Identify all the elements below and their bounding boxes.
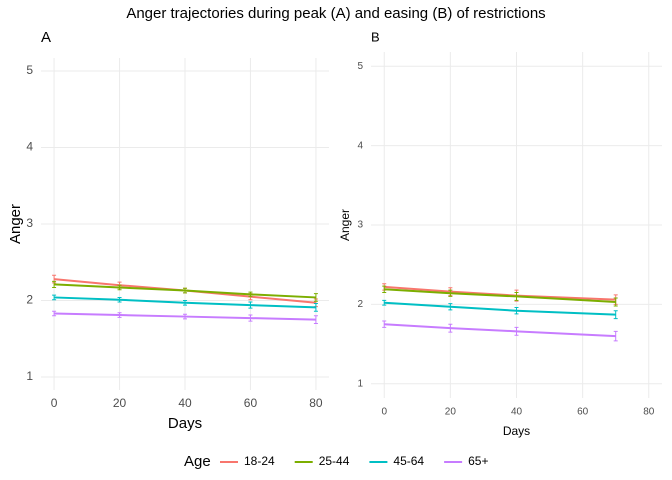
error-bar bbox=[448, 303, 453, 311]
error-bar bbox=[248, 291, 253, 298]
error-bar bbox=[382, 320, 387, 328]
error-bar bbox=[313, 293, 318, 302]
error-bar bbox=[613, 310, 618, 320]
error-bar bbox=[183, 299, 187, 306]
error-bar bbox=[52, 294, 57, 301]
line bbox=[384, 285, 616, 301]
legend-label: 18-24 bbox=[244, 454, 275, 468]
legend-label: 25-44 bbox=[319, 454, 350, 468]
y-tick-label: 1 bbox=[26, 369, 33, 383]
error-bar bbox=[183, 287, 187, 294]
line bbox=[384, 323, 616, 338]
panel-title: B bbox=[371, 29, 380, 44]
y-tick-label: 3 bbox=[357, 220, 363, 231]
error-bar bbox=[117, 284, 122, 291]
error-bar bbox=[313, 303, 318, 312]
error-bar bbox=[448, 323, 453, 333]
error-bar bbox=[613, 297, 618, 307]
error-bar bbox=[514, 326, 519, 336]
y-axis-title: Anger bbox=[7, 204, 24, 244]
line bbox=[384, 301, 616, 316]
error-bar bbox=[183, 313, 187, 320]
x-tick-label: 40 bbox=[511, 407, 523, 418]
x-tick-label: 0 bbox=[51, 396, 58, 410]
y-tick-label: 4 bbox=[26, 140, 33, 154]
x-tick-label: 80 bbox=[309, 396, 323, 410]
error-bar bbox=[613, 330, 618, 342]
y-tick-label: 5 bbox=[26, 63, 33, 77]
y-tick-label: 2 bbox=[26, 293, 33, 307]
x-tick-label: 80 bbox=[643, 407, 655, 418]
panel-title: A bbox=[41, 29, 51, 46]
error-bar bbox=[117, 312, 122, 318]
error-bar bbox=[514, 307, 519, 315]
legend-label: 45-64 bbox=[393, 454, 424, 468]
legend-title: Age bbox=[184, 453, 211, 470]
x-tick-label: 0 bbox=[381, 407, 387, 418]
error-bar bbox=[248, 314, 253, 322]
y-tick-label: 2 bbox=[357, 299, 363, 310]
legend-label: 65+ bbox=[468, 454, 488, 468]
x-tick-label: 40 bbox=[178, 396, 192, 410]
error-bar bbox=[52, 280, 57, 288]
y-tick-label: 5 bbox=[357, 61, 363, 72]
error-bar bbox=[514, 291, 519, 301]
figure-title: Anger trajectories during peak (A) and e… bbox=[126, 5, 545, 22]
x-tick-label: 60 bbox=[577, 407, 589, 418]
x-tick-label: 20 bbox=[113, 396, 127, 410]
error-bar bbox=[382, 285, 387, 293]
x-axis-title: Days bbox=[168, 415, 202, 432]
error-bar bbox=[382, 299, 387, 306]
y-tick-label: 1 bbox=[357, 378, 363, 389]
error-bar bbox=[117, 296, 122, 303]
error-bar bbox=[448, 289, 453, 297]
y-tick-label: 3 bbox=[26, 216, 33, 230]
error-bar bbox=[313, 315, 318, 324]
y-tick-label: 4 bbox=[357, 140, 363, 151]
x-tick-label: 60 bbox=[244, 396, 258, 410]
error-bar bbox=[248, 301, 253, 309]
line bbox=[384, 288, 616, 303]
x-axis-title: Days bbox=[503, 424, 530, 438]
x-tick-label: 20 bbox=[445, 407, 457, 418]
error-bar bbox=[52, 310, 57, 317]
y-axis-title: Anger bbox=[338, 209, 352, 241]
